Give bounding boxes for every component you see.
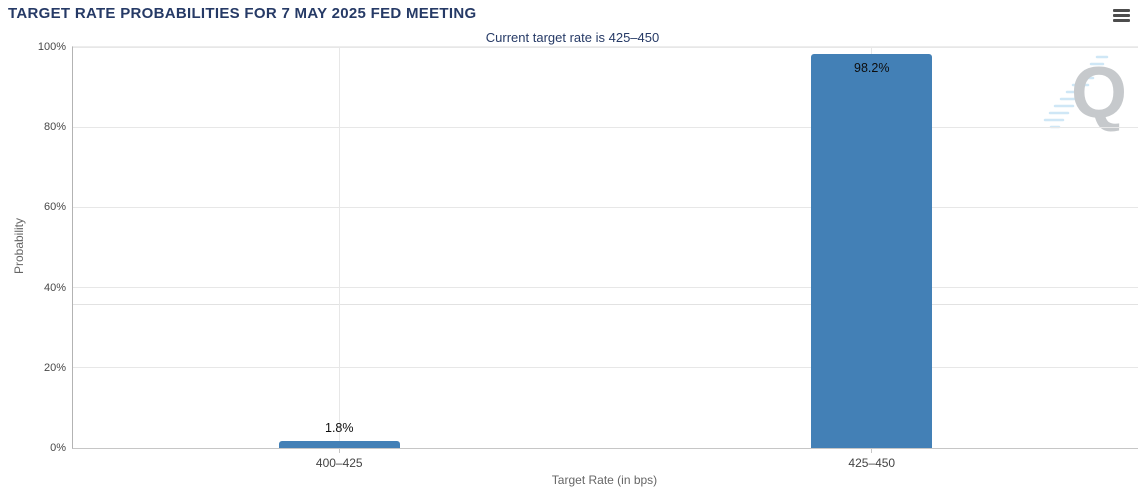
probability-bar[interactable] — [278, 440, 400, 448]
bar-value-label: 1.8% — [325, 420, 354, 435]
y-axis-title: Probability — [12, 217, 26, 275]
x-tick-mark — [871, 448, 873, 453]
bar-value-label: 98.2% — [854, 61, 890, 76]
chart-subtitle: Current target rate is 425–450 — [485, 30, 660, 45]
probability-bar[interactable] — [811, 54, 933, 448]
y-gridline — [73, 206, 1138, 208]
minor-line — [73, 304, 1138, 306]
hamburger-icon — [1113, 8, 1132, 22]
chart-title: TARGET RATE PROBABILITIES FOR 7 MAY 2025… — [8, 5, 477, 22]
x-axis-title: Target Rate (in bps) — [551, 473, 658, 487]
y-tick-label: 60% — [43, 201, 66, 214]
x-gridline — [338, 47, 340, 448]
y-tick-label: 80% — [43, 121, 66, 134]
x-tick-label: 425–450 — [848, 456, 896, 470]
x-tick-mark — [338, 448, 340, 453]
y-gridline — [73, 46, 1138, 48]
x-tick-label: 400–425 — [315, 456, 363, 470]
plot-area: Q 0% 20% 40% 60% 80% 100% 400–425 1.8% 425–450 98… — [38, 41, 1138, 470]
y-gridline — [73, 367, 1138, 369]
y-tick-label: 0% — [50, 442, 66, 454]
watermark-q-letter: Q — [1070, 53, 1127, 133]
y-tick-label: 100% — [37, 41, 66, 53]
watermark-logo: Q — [1041, 49, 1133, 141]
y-gridline — [73, 126, 1138, 128]
chart-menu-button[interactable] — [1113, 7, 1132, 23]
y-tick-label: 40% — [43, 281, 66, 294]
y-tick-label: 20% — [43, 361, 66, 374]
y-gridline — [73, 287, 1138, 289]
